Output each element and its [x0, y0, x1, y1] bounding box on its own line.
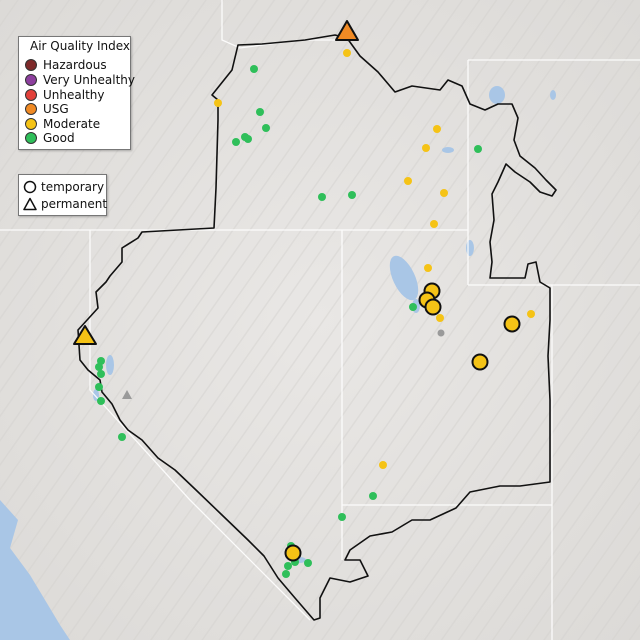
pacific-ocean [0, 500, 70, 640]
legend-item-unhealthy: Unhealthy [25, 88, 104, 102]
legend-label: temporary [41, 180, 105, 194]
monitor-moderate[interactable] [422, 144, 430, 152]
usg-swatch-icon [25, 103, 37, 115]
monitor-good[interactable] [95, 363, 103, 371]
temporary-monitor-moderate[interactable] [503, 315, 521, 333]
permanent-monitor-moderate[interactable] [73, 325, 97, 345]
monitor-good[interactable] [97, 397, 105, 405]
hazardous-swatch-icon [25, 59, 37, 71]
good-swatch-icon [25, 132, 37, 144]
legend-label: permanent [41, 197, 108, 211]
monitor-good[interactable] [95, 383, 103, 391]
good-monitors [95, 65, 482, 578]
monitor-moderate[interactable] [433, 125, 441, 133]
monitor-moderate[interactable] [214, 99, 222, 107]
monitor-good[interactable] [284, 562, 292, 570]
monitor-good[interactable] [474, 145, 482, 153]
legend-label: Hazardous [43, 58, 107, 72]
legend-item-moderate: Moderate [25, 117, 100, 131]
nodata-markers [122, 329, 445, 399]
bear-lake [466, 240, 474, 256]
region-boundary [77, 34, 557, 621]
monitor-good[interactable] [409, 303, 417, 311]
legend-item-very-unhealthy: Very Unhealthy [25, 73, 135, 87]
monitor-good[interactable] [232, 138, 240, 146]
monitor-moderate[interactable] [343, 49, 351, 57]
legend-item-hazardous: Hazardous [25, 58, 107, 72]
monitor-moderate[interactable] [404, 177, 412, 185]
temporary-moderate-monitors [284, 282, 521, 562]
monitor-good[interactable] [282, 570, 290, 578]
temporary-monitor-moderate[interactable] [284, 544, 302, 562]
border-ca-nv [89, 230, 311, 621]
legend-item-permanent: permanent [23, 197, 107, 211]
legend-label: Unhealthy [43, 88, 105, 102]
monitor-good[interactable] [244, 135, 252, 143]
circle-outline-icon [23, 180, 37, 194]
moderate-swatch-icon [25, 118, 37, 130]
yellowstone-lake [489, 86, 505, 104]
small-lake-ne [550, 90, 556, 100]
nodata-dot [437, 329, 445, 337]
monitor-good[interactable] [304, 559, 312, 567]
monitor-good[interactable] [97, 370, 105, 378]
legend-item-good: Good [25, 131, 75, 145]
monitor-good[interactable] [348, 191, 356, 199]
unhealthy-swatch-icon [25, 89, 37, 101]
legend-item-temporary: temporary [23, 180, 104, 194]
american-falls-reservoir [442, 147, 454, 153]
monitor-good[interactable] [256, 108, 264, 116]
monitor-moderate[interactable] [440, 189, 448, 197]
temporary-monitor-moderate[interactable] [471, 353, 489, 371]
temporary-monitor-moderate[interactable] [424, 298, 442, 316]
monitor-good[interactable] [338, 513, 346, 521]
monitor-moderate[interactable] [424, 264, 432, 272]
aqi-legend-title: Air Quality Index [30, 39, 131, 53]
monitor-moderate[interactable] [379, 461, 387, 469]
monitor-good[interactable] [118, 433, 126, 441]
aqi-legend: Air Quality Index Hazardous Very Unhealt… [18, 36, 135, 150]
great-salt-lake [389, 255, 419, 301]
triangle-outline-icon [23, 197, 37, 211]
legend-item-usg: USG [25, 102, 69, 116]
monitor-moderate[interactable] [527, 310, 535, 318]
legend-label: Moderate [43, 117, 101, 131]
moderate-monitors [214, 49, 535, 469]
pyramid-lake [106, 355, 114, 375]
monitor-good[interactable] [262, 124, 270, 132]
permanent-monitors [73, 20, 359, 345]
monitor-good[interactable] [250, 65, 258, 73]
monitor-type-legend: temporary permanent [18, 174, 107, 216]
monitor-moderate[interactable] [430, 220, 438, 228]
nodata-triangle [122, 390, 132, 399]
monitor-good[interactable] [318, 193, 326, 201]
monitor-moderate[interactable] [436, 314, 444, 322]
legend-label: Very Unhealthy [43, 73, 135, 87]
very-unhealthy-swatch-icon [25, 74, 37, 86]
border-id-mt [221, 0, 340, 49]
legend-label: USG [43, 102, 69, 116]
legend-label: Good [43, 131, 75, 145]
monitor-good[interactable] [369, 492, 377, 500]
permanent-monitor-usg[interactable] [335, 20, 359, 41]
